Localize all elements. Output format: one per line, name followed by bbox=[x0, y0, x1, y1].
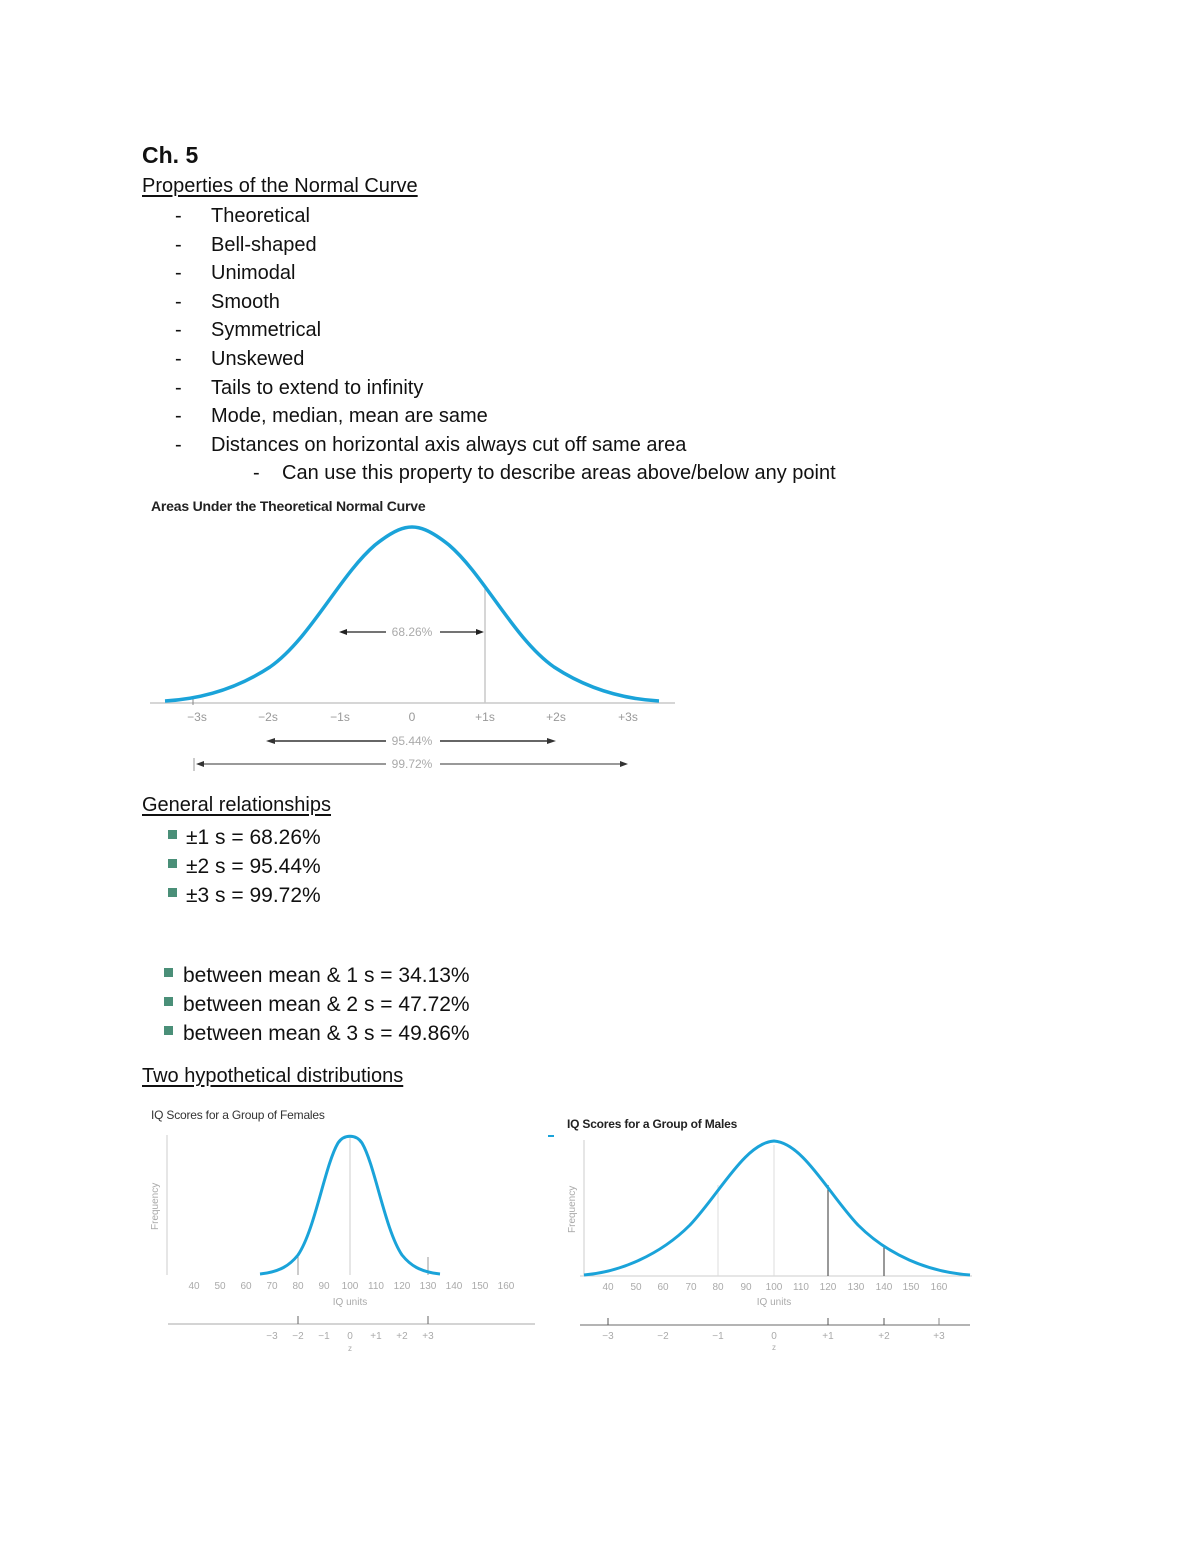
svg-text:100: 100 bbox=[766, 1282, 783, 1293]
svg-text:120: 120 bbox=[820, 1282, 837, 1293]
svg-text:−3: −3 bbox=[602, 1331, 614, 1342]
tick-label: +2s bbox=[546, 710, 566, 724]
svg-text:110: 110 bbox=[793, 1282, 809, 1293]
annotation-99: 99.72% bbox=[392, 757, 433, 771]
svg-text:z: z bbox=[348, 1344, 352, 1353]
svg-text:+2: +2 bbox=[396, 1331, 408, 1342]
females-chart: Frequency 40 50 60 70 80 90 100 110 120 … bbox=[150, 1134, 535, 1353]
annotation-68: 68.26% bbox=[392, 625, 433, 639]
svg-text:40: 40 bbox=[602, 1282, 614, 1293]
svg-text:+2: +2 bbox=[878, 1331, 890, 1342]
square-bullet-icon bbox=[168, 888, 177, 897]
square-bullet-icon bbox=[164, 997, 173, 1006]
svg-text:70: 70 bbox=[266, 1281, 278, 1292]
svg-text:50: 50 bbox=[630, 1282, 642, 1293]
svg-text:+1: +1 bbox=[370, 1331, 382, 1342]
svg-text:−1: −1 bbox=[318, 1331, 330, 1342]
svg-text:140: 140 bbox=[446, 1281, 463, 1292]
normal-curve-chart: 68.26% −3s −2s −1s 0 +1s +2s +3s 95.44% … bbox=[150, 525, 675, 771]
tick-label: +1s bbox=[475, 710, 495, 724]
svg-text:80: 80 bbox=[712, 1282, 724, 1293]
svg-text:70: 70 bbox=[685, 1282, 697, 1293]
section-heading-distributions: Two hypothetical distributions bbox=[142, 1065, 404, 1087]
square-bullet-icon bbox=[164, 1026, 173, 1035]
section-heading-properties: Properties of the Normal Curve bbox=[142, 175, 418, 197]
males-chart: Frequency 40 50 60 70 80 90 100 110 120 … bbox=[567, 1139, 972, 1352]
svg-text:−1: −1 bbox=[712, 1331, 724, 1342]
svg-text:160: 160 bbox=[498, 1281, 515, 1292]
svg-text:130: 130 bbox=[420, 1281, 437, 1292]
tick-label: 0 bbox=[409, 710, 416, 724]
svg-text:140: 140 bbox=[876, 1282, 893, 1293]
decorative-mark bbox=[548, 1095, 554, 1137]
svg-text:40: 40 bbox=[188, 1281, 200, 1292]
svg-text:150: 150 bbox=[472, 1281, 489, 1292]
svg-text:60: 60 bbox=[240, 1281, 252, 1292]
svg-text:50: 50 bbox=[214, 1281, 226, 1292]
y-axis-label: Frequency bbox=[567, 1186, 578, 1233]
square-bullet-icon bbox=[164, 968, 173, 977]
svg-text:100: 100 bbox=[342, 1281, 359, 1292]
svg-text:80: 80 bbox=[292, 1281, 304, 1292]
x-axis-label: IQ units bbox=[333, 1297, 367, 1308]
tick-label: +3s bbox=[618, 710, 638, 724]
svg-text:−3: −3 bbox=[266, 1331, 278, 1342]
svg-text:z: z bbox=[772, 1343, 776, 1352]
tick-label: −3s bbox=[187, 710, 207, 724]
chart-title-areas: Areas Under the Theoretical Normal Curve bbox=[151, 498, 426, 514]
svg-text:−2: −2 bbox=[657, 1331, 669, 1342]
svg-text:150: 150 bbox=[903, 1282, 920, 1293]
svg-text:60: 60 bbox=[657, 1282, 669, 1293]
section-heading-relationships: General relationships bbox=[142, 794, 331, 816]
svg-text:90: 90 bbox=[318, 1281, 330, 1292]
chart-title-females: IQ Scores for a Group of Females bbox=[151, 1108, 325, 1122]
chart-title-males: IQ Scores for a Group of Males bbox=[567, 1117, 738, 1131]
males-curve bbox=[583, 1139, 971, 1277]
y-axis-label: Frequency bbox=[150, 1183, 161, 1230]
females-curve bbox=[259, 1134, 441, 1276]
svg-text:+3: +3 bbox=[933, 1331, 945, 1342]
svg-text:130: 130 bbox=[848, 1282, 865, 1293]
page-title: Ch. 5 bbox=[142, 142, 199, 168]
annotation-95: 95.44% bbox=[392, 734, 433, 748]
tick-label: −2s bbox=[258, 710, 278, 724]
svg-text:+3: +3 bbox=[422, 1331, 434, 1342]
svg-text:120: 120 bbox=[394, 1281, 411, 1292]
svg-text:110: 110 bbox=[368, 1281, 384, 1292]
square-bullet-icon bbox=[168, 859, 177, 868]
x-axis-label: IQ units bbox=[757, 1297, 791, 1308]
normal-curve bbox=[164, 525, 660, 703]
svg-text:0: 0 bbox=[771, 1331, 777, 1342]
svg-text:90: 90 bbox=[740, 1282, 752, 1293]
square-bullet-icon bbox=[168, 830, 177, 839]
tick-label: −1s bbox=[330, 710, 350, 724]
svg-text:−2: −2 bbox=[292, 1331, 304, 1342]
svg-text:+1: +1 bbox=[822, 1331, 834, 1342]
svg-text:160: 160 bbox=[931, 1282, 948, 1293]
svg-text:0: 0 bbox=[347, 1331, 353, 1342]
